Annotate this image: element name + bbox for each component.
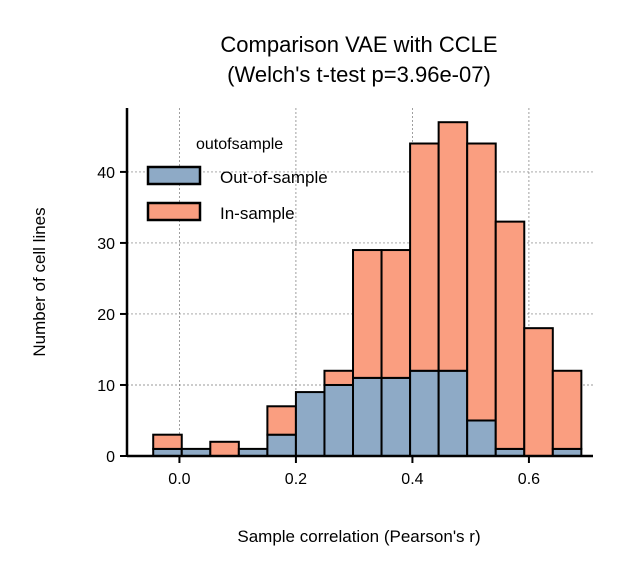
y-tick-label: 10 (97, 378, 115, 395)
legend-label-out-of-sample: Out-of-sample (220, 168, 328, 187)
chart-subtitle: (Welch's t-test p=3.96e-07) (227, 62, 491, 87)
bar-in-sample (437, 121, 469, 372)
x-tick-label: 0.2 (285, 471, 307, 488)
bar-out-of-sample (323, 383, 355, 457)
legend: outofsample Out-of-sample In-sample (146, 136, 328, 223)
y-tick-label: 0 (106, 449, 115, 466)
bar-out-of-sample (380, 376, 412, 458)
bar-in-sample (352, 249, 383, 379)
legend-label-in-sample: In-sample (220, 204, 295, 223)
y-tick-label: 20 (97, 307, 115, 324)
y-tick-label: 40 (97, 165, 115, 182)
bar-out-of-sample (437, 369, 469, 457)
bar-out-of-sample (409, 369, 440, 457)
bar-in-sample (494, 220, 526, 450)
legend-swatch-in-sample (146, 201, 202, 222)
bar-in-sample (523, 327, 554, 457)
legend-title: outofsample (196, 136, 283, 153)
chart-title: Comparison VAE with CCLE (220, 32, 497, 57)
x-tick-label: 0.6 (518, 471, 540, 488)
bar-in-sample (551, 369, 583, 450)
bar-in-sample (323, 369, 355, 386)
axes (125, 108, 593, 458)
y-tick-label: 30 (97, 236, 115, 253)
bar-out-of-sample (266, 433, 297, 457)
bar-out-of-sample (352, 376, 383, 458)
bars (152, 121, 583, 458)
bar-out-of-sample (466, 419, 497, 458)
bar-in-sample (209, 440, 240, 458)
x-axis-label: Sample correlation (Pearson's r) (237, 527, 480, 546)
legend-swatch-out-of-sample (146, 165, 202, 186)
bar-in-sample (152, 433, 183, 450)
bar-in-sample (409, 142, 440, 372)
x-tick-label: 0.4 (401, 471, 423, 488)
y-axis-label: Number of cell lines (30, 207, 49, 356)
x-tick-label: 0.0 (168, 471, 190, 488)
ticks: 0.0 0.2 0.4 0.6 0 10 20 30 40 (97, 165, 540, 488)
bar-in-sample (266, 405, 297, 436)
bar-out-of-sample (294, 391, 326, 457)
bar-in-sample (466, 142, 497, 422)
bar-in-sample (380, 249, 412, 379)
